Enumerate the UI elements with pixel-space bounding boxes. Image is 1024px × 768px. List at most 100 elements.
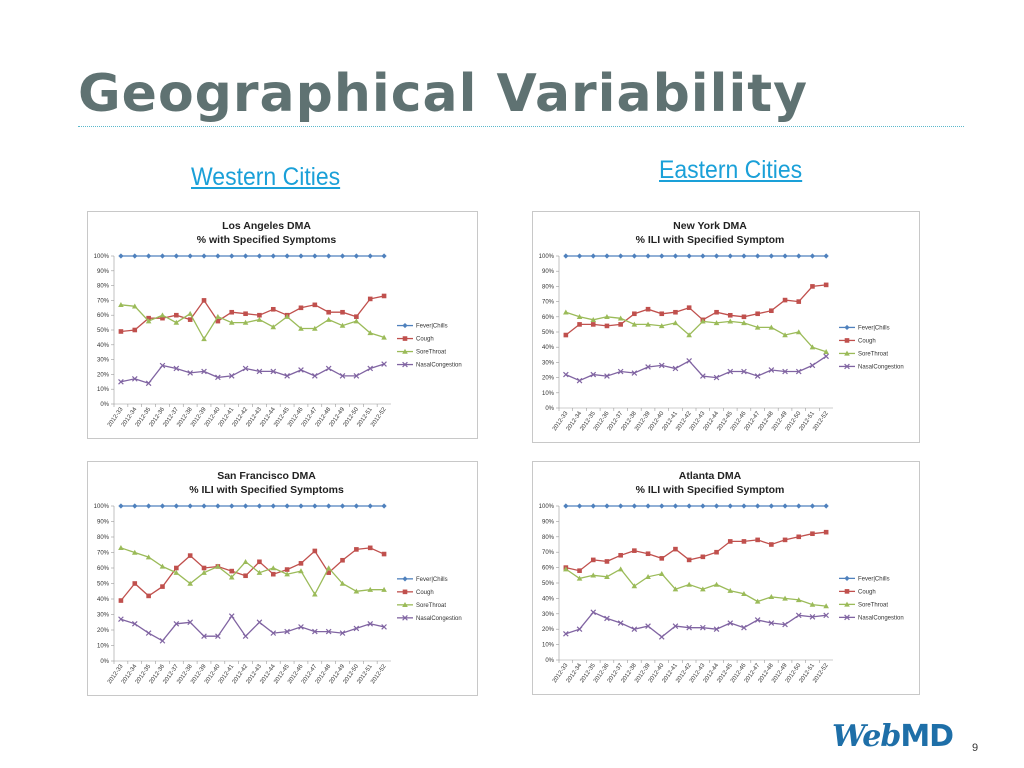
data-point — [187, 503, 193, 509]
eastern-cities-heading[interactable]: Eastern Cities — [659, 156, 803, 184]
slide-title: Geographical Variability — [78, 64, 809, 124]
data-point — [604, 503, 610, 509]
data-point — [339, 580, 346, 586]
data-point — [367, 296, 373, 302]
data-point — [590, 253, 596, 259]
y-tick-label: 80% — [542, 284, 555, 290]
data-point — [257, 312, 262, 318]
data-point — [823, 253, 829, 259]
data-point — [645, 306, 651, 312]
legend-label: Fever|Chills — [416, 324, 448, 330]
legend-marker — [844, 324, 850, 331]
data-point — [270, 253, 276, 259]
data-point — [618, 503, 624, 509]
data-point — [201, 253, 207, 259]
data-point — [782, 297, 788, 303]
data-point — [270, 503, 276, 509]
data-point — [810, 284, 815, 289]
data-point — [353, 253, 359, 259]
y-tick-label: 0% — [100, 659, 109, 665]
data-point — [823, 612, 829, 619]
data-point — [577, 568, 582, 573]
data-point — [576, 377, 583, 384]
data-point — [796, 253, 802, 259]
data-point — [604, 574, 610, 580]
data-point — [354, 314, 359, 319]
data-point — [339, 253, 346, 259]
data-point — [201, 633, 207, 640]
data-point — [618, 322, 623, 327]
chart-title-line2: % with Specified Symptoms — [197, 234, 337, 246]
data-point — [270, 565, 277, 571]
data-point — [727, 620, 734, 626]
data-point — [658, 634, 665, 640]
y-tick-label: 90% — [542, 269, 555, 275]
data-point — [618, 552, 623, 558]
data-point — [160, 315, 165, 321]
data-point — [686, 557, 692, 563]
western-cities-heading[interactable]: Western Cities — [191, 163, 341, 191]
data-point — [256, 619, 263, 626]
data-point — [354, 547, 359, 552]
data-point — [768, 503, 774, 509]
data-point — [672, 365, 679, 372]
data-point — [727, 503, 733, 509]
page-number: 9 — [972, 742, 979, 754]
y-tick-label: 80% — [97, 535, 110, 541]
legend-label: SoreThroat — [858, 602, 888, 608]
chart-atlanta-svg: Atlanta DMA % ILI with Specified Symptom 0… — [539, 470, 904, 684]
legend-marker — [402, 576, 408, 582]
data-point — [215, 313, 221, 319]
data-point — [353, 373, 360, 379]
data-point — [741, 539, 747, 544]
chart-title-line2: % ILI with Specified Symptom — [636, 484, 785, 496]
data-point — [339, 322, 346, 328]
data-point — [353, 625, 360, 632]
data-point — [645, 364, 651, 370]
data-point — [576, 626, 583, 633]
data-point — [754, 324, 761, 330]
data-point — [173, 569, 180, 575]
data-point — [617, 315, 624, 321]
data-point — [673, 546, 678, 552]
y-tick-label: 20% — [542, 376, 555, 382]
data-point — [284, 313, 290, 319]
data-point — [823, 603, 829, 609]
data-point — [367, 503, 373, 509]
data-point — [782, 595, 788, 601]
y-tick-label: 30% — [542, 612, 555, 618]
y-tick-label: 50% — [542, 330, 555, 336]
legend-marker — [844, 614, 850, 621]
legend-label: SoreThroat — [858, 351, 888, 357]
data-point — [645, 503, 651, 509]
data-point — [381, 361, 387, 367]
data-point — [298, 305, 304, 311]
data-point — [381, 551, 387, 557]
data-point — [159, 563, 166, 569]
y-tick-label: 0% — [545, 658, 554, 664]
legend-marker — [402, 322, 408, 329]
data-point — [686, 305, 692, 310]
data-point — [132, 581, 138, 586]
data-point — [727, 368, 734, 375]
y-tick-label: 80% — [97, 284, 110, 290]
series-line-nasalcongestion — [120, 614, 385, 642]
data-point — [325, 316, 332, 322]
data-point — [782, 253, 788, 259]
data-point — [741, 253, 747, 259]
data-point — [187, 580, 193, 586]
y-tick-label: 100% — [539, 254, 555, 260]
data-point — [242, 365, 249, 372]
data-point — [672, 253, 679, 259]
data-point — [201, 569, 207, 575]
data-point — [672, 623, 679, 629]
data-point — [768, 620, 775, 626]
data-point — [325, 628, 332, 635]
series-line-nasalcongestion — [565, 355, 827, 382]
data-point — [809, 344, 816, 350]
series-line-sorethroat — [565, 311, 827, 353]
data-point — [727, 539, 733, 544]
legend-marker — [844, 589, 850, 594]
data-point — [312, 628, 318, 635]
y-tick-label: 40% — [542, 345, 555, 351]
